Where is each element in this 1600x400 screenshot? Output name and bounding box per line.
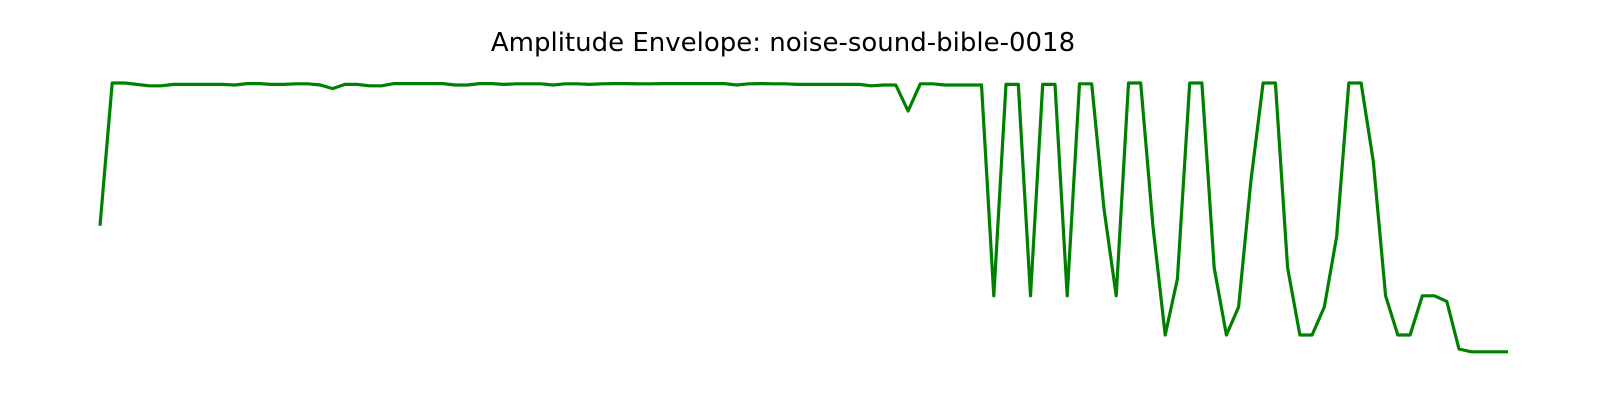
- chart-title: Amplitude Envelope: noise-sound-bible-00…: [491, 28, 1075, 58]
- series-layer: [98, 81, 1508, 354]
- series-line: [98, 81, 1508, 354]
